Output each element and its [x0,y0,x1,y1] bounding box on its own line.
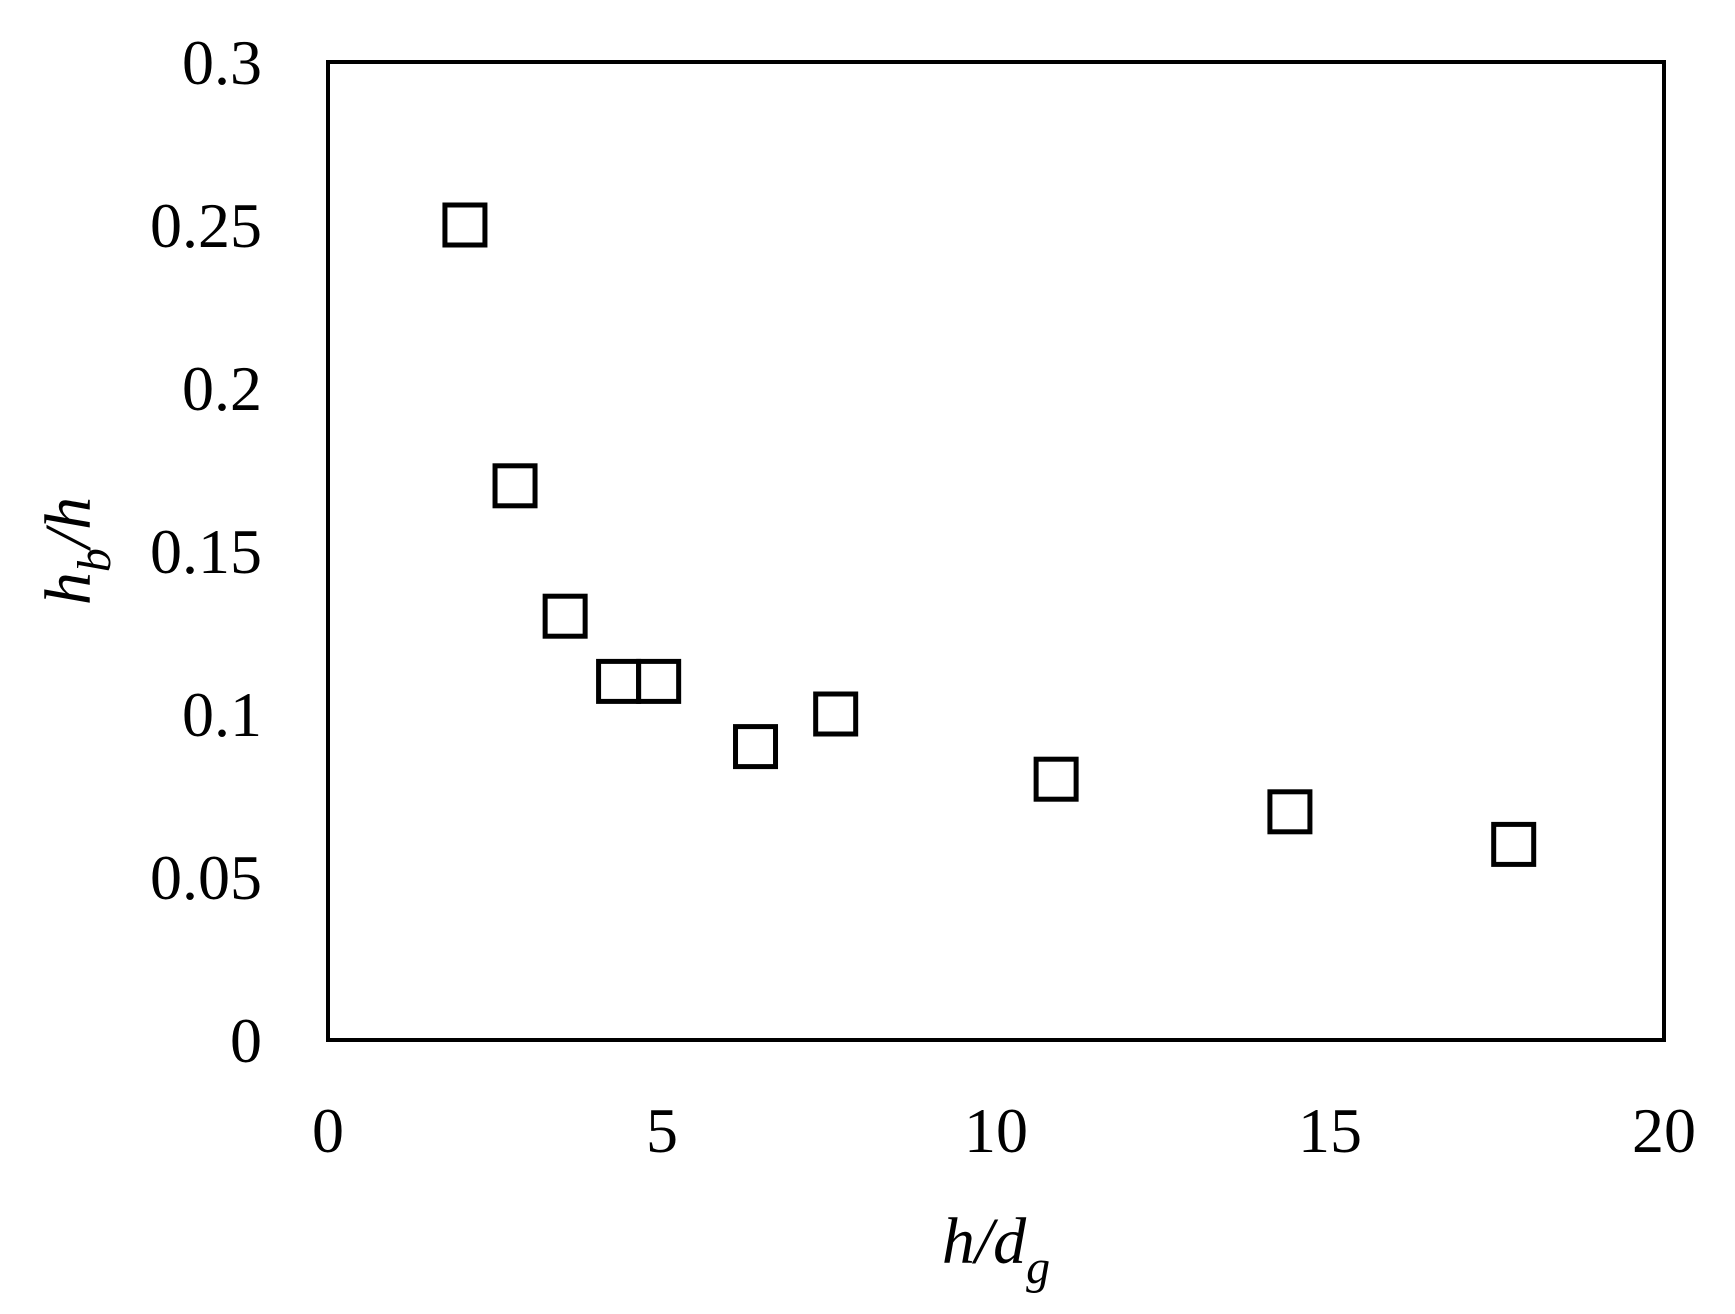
data-point-marker [442,202,488,248]
y-tick-label: 0.25 [150,190,262,261]
y-axis-label-main: h [32,572,105,605]
y-tick-label: 0 [230,1005,262,1076]
data-points [442,202,1537,867]
data-point-marker [492,463,538,509]
y-tick-label: 0.05 [150,842,262,913]
data-point-marker [636,658,682,704]
y-tick-label: 0.3 [182,27,262,98]
y-axis-label-tail: /h [32,497,105,552]
y-tick-label: 0.1 [182,679,262,750]
y-axis-tick-labels: 0 0.05 0.1 0.15 0.2 0.25 0.3 [150,27,262,1076]
x-axis-label-main: h/d [942,1205,1027,1278]
y-tick-label: 0.2 [182,353,262,424]
x-tick-label: 10 [964,1095,1028,1166]
data-point-marker [1033,756,1079,802]
x-tick-label: 20 [1632,1095,1696,1166]
y-axis-label-subscript: b [68,548,121,572]
x-axis-label: h/dg [942,1205,1050,1294]
data-point-marker [596,658,642,704]
x-tick-label: 5 [646,1095,678,1166]
plot-frame [326,60,1666,1042]
data-point-marker [542,593,588,639]
data-point-marker [733,724,779,770]
x-tick-label: 0 [312,1095,344,1166]
x-axis-label-subscript: g [1026,1241,1050,1294]
data-point-marker [813,691,859,737]
y-axis-label: hb/h [32,497,121,605]
x-axis-tick-labels: 0 5 10 15 20 [312,1095,1696,1166]
data-point-marker [1267,789,1313,835]
data-point-marker [1491,821,1537,867]
y-tick-label: 0.15 [150,516,262,587]
x-tick-label: 15 [1298,1095,1362,1166]
